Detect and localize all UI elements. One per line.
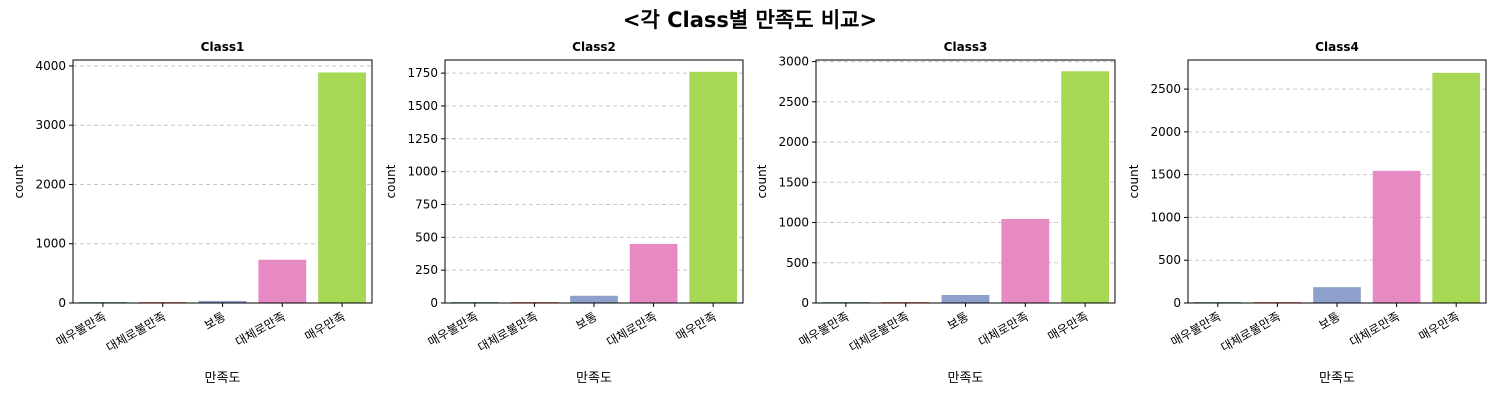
y-tick-label: 2000 <box>35 177 66 191</box>
y-tick-label: 1000 <box>778 216 809 230</box>
y-tick-label: 2500 <box>778 95 809 109</box>
y-tick-label: 2000 <box>1150 125 1181 139</box>
x-tick-label: 대체로만족 <box>604 309 659 349</box>
bar-3 <box>198 300 247 303</box>
y-tick-label: 0 <box>1173 296 1181 310</box>
y-tick-label: 3000 <box>35 118 66 132</box>
x-axis-label: 만족도 <box>1319 371 1355 386</box>
y-tick-label: 1000 <box>407 165 438 179</box>
x-tick-label: 매우만족 <box>673 309 718 343</box>
x-tick-label: 보통 <box>573 309 599 332</box>
y-tick-label: 1000 <box>1150 210 1181 224</box>
y-tick-label: 1750 <box>407 66 438 80</box>
subplot-title: Class3 <box>944 40 988 54</box>
x-axis-label: 만족도 <box>948 371 984 386</box>
x-tick-label: 대체로만족 <box>976 309 1031 349</box>
x-tick-label: 대체로만족 <box>1347 309 1402 349</box>
x-tick-label: 보통 <box>945 309 971 332</box>
x-tick-label: 매우불만족 <box>54 309 109 349</box>
y-tick-label: 0 <box>801 296 809 310</box>
x-tick-label: 대체로불만족 <box>104 309 168 354</box>
y-tick-label: 0 <box>430 296 438 310</box>
y-tick-label: 1500 <box>1150 168 1181 182</box>
bar-5 <box>689 71 738 303</box>
bar-5 <box>1432 72 1481 304</box>
subplot-title: Class4 <box>1315 40 1359 54</box>
bar-3 <box>570 295 618 303</box>
y-axis-label: count <box>755 164 769 198</box>
y-axis-label: count <box>12 164 26 198</box>
y-tick-label: 1500 <box>407 99 438 113</box>
bar-4 <box>258 259 307 303</box>
y-tick-label: 4000 <box>35 59 66 73</box>
x-tick-label: 대체로불만족 <box>847 309 911 354</box>
y-tick-label: 1000 <box>35 237 66 251</box>
bar-4 <box>1001 218 1050 303</box>
y-tick-label: 2500 <box>1150 82 1181 96</box>
bar-3 <box>1313 287 1361 303</box>
x-tick-label: 보통 <box>202 309 228 332</box>
y-tick-label: 500 <box>415 230 438 244</box>
y-tick-label: 500 <box>1158 253 1181 267</box>
x-tick-label: 매우불만족 <box>797 309 852 349</box>
y-tick-label: 750 <box>415 197 438 211</box>
bar-3 <box>941 294 990 303</box>
x-tick-label: 보통 <box>1316 309 1342 332</box>
x-tick-label: 매우만족 <box>302 309 347 343</box>
x-tick-label: 대체로불만족 <box>1219 309 1283 354</box>
bar-4 <box>1372 170 1421 303</box>
x-tick-label: 대체로만족 <box>233 309 288 349</box>
x-tick-label: 매우불만족 <box>425 309 480 349</box>
x-tick-label: 매우불만족 <box>1168 309 1223 349</box>
subplot-title: Class1 <box>201 40 245 54</box>
x-tick-label: 매우만족 <box>1045 309 1090 343</box>
bar-5 <box>318 72 367 303</box>
y-axis-label: count <box>384 164 398 198</box>
y-tick-label: 1250 <box>407 132 438 146</box>
x-tick-label: 매우만족 <box>1416 309 1461 343</box>
x-axis-label: 만족도 <box>205 371 241 386</box>
figure-title: <각 Class별 만족도 비교> <box>622 8 878 32</box>
x-tick-label: 대체로불만족 <box>476 309 540 354</box>
y-tick-label: 500 <box>786 256 809 270</box>
x-axis-label: 만족도 <box>576 371 612 386</box>
y-tick-label: 250 <box>415 263 438 277</box>
bar-5 <box>1061 71 1110 304</box>
y-axis-label: count <box>1127 164 1141 198</box>
subplot-title: Class2 <box>572 40 616 54</box>
bar-4 <box>629 243 678 303</box>
y-tick-label: 2000 <box>778 135 809 149</box>
y-tick-label: 3000 <box>778 55 809 69</box>
y-tick-label: 1500 <box>778 175 809 189</box>
y-tick-label: 0 <box>58 296 66 310</box>
